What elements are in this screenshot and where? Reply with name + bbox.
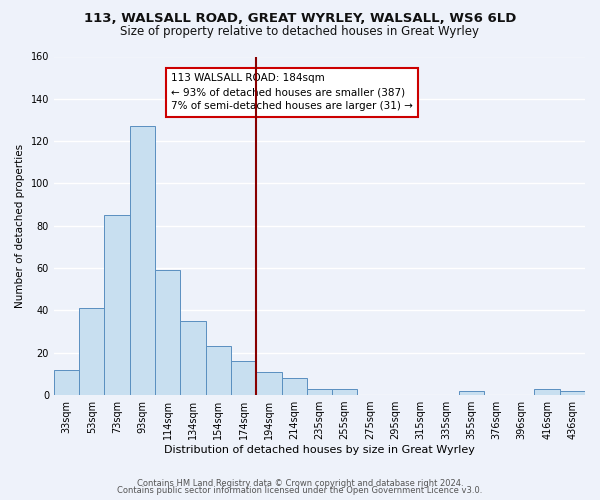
Text: 113 WALSALL ROAD: 184sqm
← 93% of detached houses are smaller (387)
7% of semi-d: 113 WALSALL ROAD: 184sqm ← 93% of detach… bbox=[171, 74, 413, 112]
Text: 113, WALSALL ROAD, GREAT WYRLEY, WALSALL, WS6 6LD: 113, WALSALL ROAD, GREAT WYRLEY, WALSALL… bbox=[84, 12, 516, 26]
Bar bbox=[281, 378, 307, 395]
Text: Size of property relative to detached houses in Great Wyrley: Size of property relative to detached ho… bbox=[121, 25, 479, 38]
Bar bbox=[535, 388, 560, 395]
Bar bbox=[54, 370, 79, 395]
Bar bbox=[307, 388, 332, 395]
Bar bbox=[130, 126, 155, 395]
Bar bbox=[206, 346, 231, 395]
X-axis label: Distribution of detached houses by size in Great Wyrley: Distribution of detached houses by size … bbox=[164, 445, 475, 455]
Text: Contains public sector information licensed under the Open Government Licence v3: Contains public sector information licen… bbox=[118, 486, 482, 495]
Bar bbox=[458, 391, 484, 395]
Bar bbox=[256, 372, 281, 395]
Text: Contains HM Land Registry data © Crown copyright and database right 2024.: Contains HM Land Registry data © Crown c… bbox=[137, 478, 463, 488]
Bar bbox=[155, 270, 181, 395]
Bar bbox=[231, 361, 256, 395]
Bar bbox=[79, 308, 104, 395]
Bar bbox=[181, 321, 206, 395]
Bar bbox=[560, 391, 585, 395]
Bar bbox=[104, 215, 130, 395]
Y-axis label: Number of detached properties: Number of detached properties bbox=[15, 144, 25, 308]
Bar bbox=[332, 388, 358, 395]
